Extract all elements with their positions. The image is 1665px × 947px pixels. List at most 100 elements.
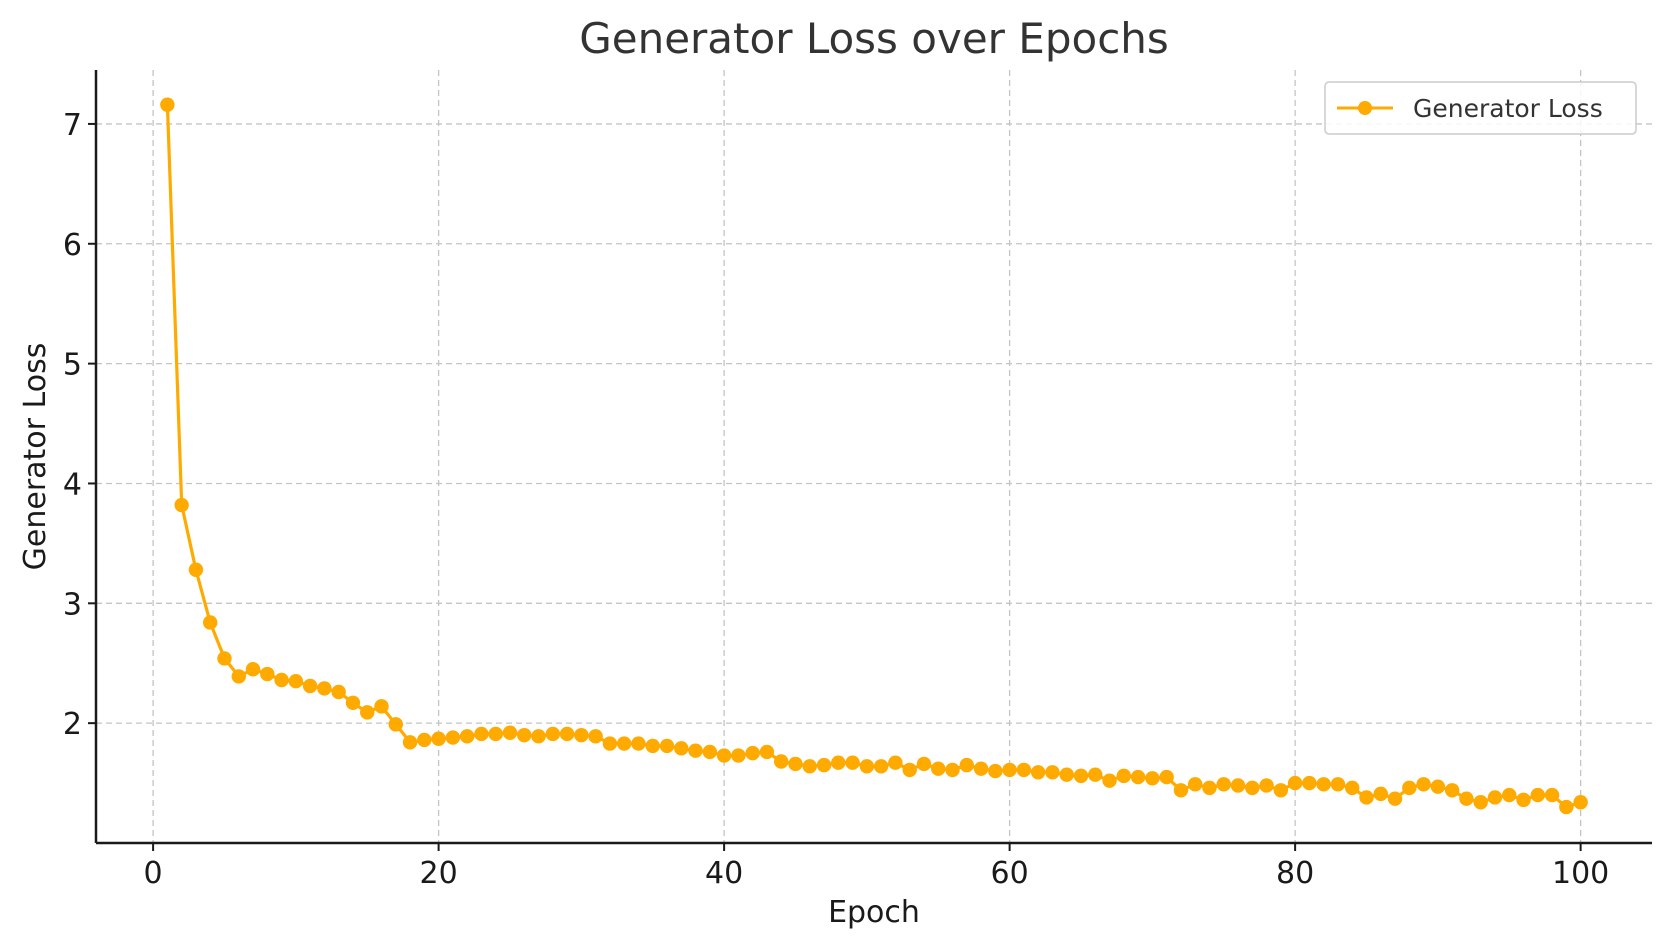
data-point (388, 717, 403, 732)
data-point (1345, 780, 1360, 796)
data-point (1088, 767, 1103, 782)
x-tick-label: 60 (991, 856, 1029, 891)
legend-label: Generator Loss (1413, 94, 1603, 123)
data-point (616, 736, 632, 751)
data-point (1287, 775, 1303, 791)
data-point (1273, 783, 1289, 798)
data-point (274, 672, 289, 688)
data-point (1159, 769, 1174, 785)
data-point (1530, 787, 1545, 803)
data-point (902, 762, 917, 778)
data-point (288, 674, 304, 689)
data-point (245, 662, 261, 677)
data-point (788, 756, 803, 772)
x-tick-label: 80 (1276, 856, 1314, 891)
data-point (574, 727, 589, 743)
y-axis-label: Generator Loss (18, 343, 53, 571)
legend-box (1324, 81, 1637, 135)
data-point (459, 729, 475, 744)
series-generator-loss (160, 97, 1588, 815)
legend: Generator Loss (1324, 81, 1637, 135)
data-point (331, 684, 346, 700)
grid (96, 70, 1652, 843)
axes-spines (94, 70, 1652, 845)
data-point (1187, 777, 1203, 792)
data-point (916, 756, 932, 772)
data-point (645, 738, 660, 754)
x-tick-label: 40 (705, 856, 743, 891)
data-point (873, 759, 889, 774)
data-point (1430, 779, 1446, 794)
data-point (1059, 767, 1074, 782)
data-point (502, 725, 518, 740)
data-point (945, 762, 960, 778)
data-point (1459, 791, 1474, 806)
data-point (588, 729, 603, 744)
data-point (931, 761, 946, 776)
data-point (345, 695, 361, 710)
data-point (716, 748, 732, 763)
x-tick-label: 100 (1552, 856, 1609, 891)
data-point (1487, 790, 1503, 805)
data-point (959, 757, 974, 773)
data-point (431, 731, 446, 746)
data-point (759, 744, 775, 760)
data-point (445, 730, 461, 745)
data-point (488, 726, 503, 742)
data-point (1259, 778, 1274, 793)
data-point (203, 615, 218, 630)
data-point (1316, 777, 1331, 792)
x-axis-label: Epoch (828, 895, 920, 930)
y-tick-label: 3 (63, 587, 82, 622)
legend-dot-marker (1358, 101, 1372, 115)
data-point (1444, 783, 1460, 798)
data-point (317, 681, 332, 696)
data-point (402, 735, 418, 750)
data-point (360, 705, 375, 720)
data-point (816, 757, 832, 773)
data-point (559, 726, 575, 742)
data-point (1330, 777, 1346, 792)
data-point (217, 651, 232, 666)
data-point (802, 759, 817, 774)
data-point (260, 666, 275, 682)
data-point (1245, 780, 1260, 796)
data-point (1473, 795, 1488, 810)
data-point (517, 727, 532, 743)
data-point (1130, 769, 1146, 785)
data-point (745, 745, 760, 761)
y-tick-label: 4 (63, 467, 82, 502)
data-point (988, 763, 1003, 779)
x-tick-label: 0 (144, 856, 163, 891)
data-point (1559, 799, 1574, 815)
data-point (1573, 795, 1588, 810)
data-point (1202, 780, 1217, 796)
data-point (231, 669, 246, 684)
data-point (1359, 790, 1374, 805)
data-point (1502, 787, 1517, 803)
data-point (631, 736, 646, 751)
x-tick-label: 20 (420, 856, 458, 891)
data-point (1002, 762, 1017, 778)
data-point (1416, 777, 1431, 792)
data-point (160, 97, 175, 112)
data-point (302, 678, 318, 694)
data-point (188, 562, 204, 577)
data-point (1030, 765, 1046, 780)
data-point (702, 744, 718, 760)
y-axis-ticks: 2 3 4 5 6 7 (63, 108, 96, 742)
data-point (1116, 768, 1132, 784)
data-point (1387, 791, 1403, 806)
data-point (474, 726, 489, 742)
data-point (1516, 792, 1531, 808)
y-tick-label: 6 (63, 228, 82, 263)
data-point (1102, 773, 1117, 788)
data-point (545, 726, 561, 742)
data-point (1230, 778, 1246, 793)
data-point (374, 699, 389, 714)
data-point (973, 761, 989, 776)
data-point (1073, 768, 1089, 784)
y-tick-label: 2 (63, 707, 82, 742)
data-point (602, 736, 618, 751)
